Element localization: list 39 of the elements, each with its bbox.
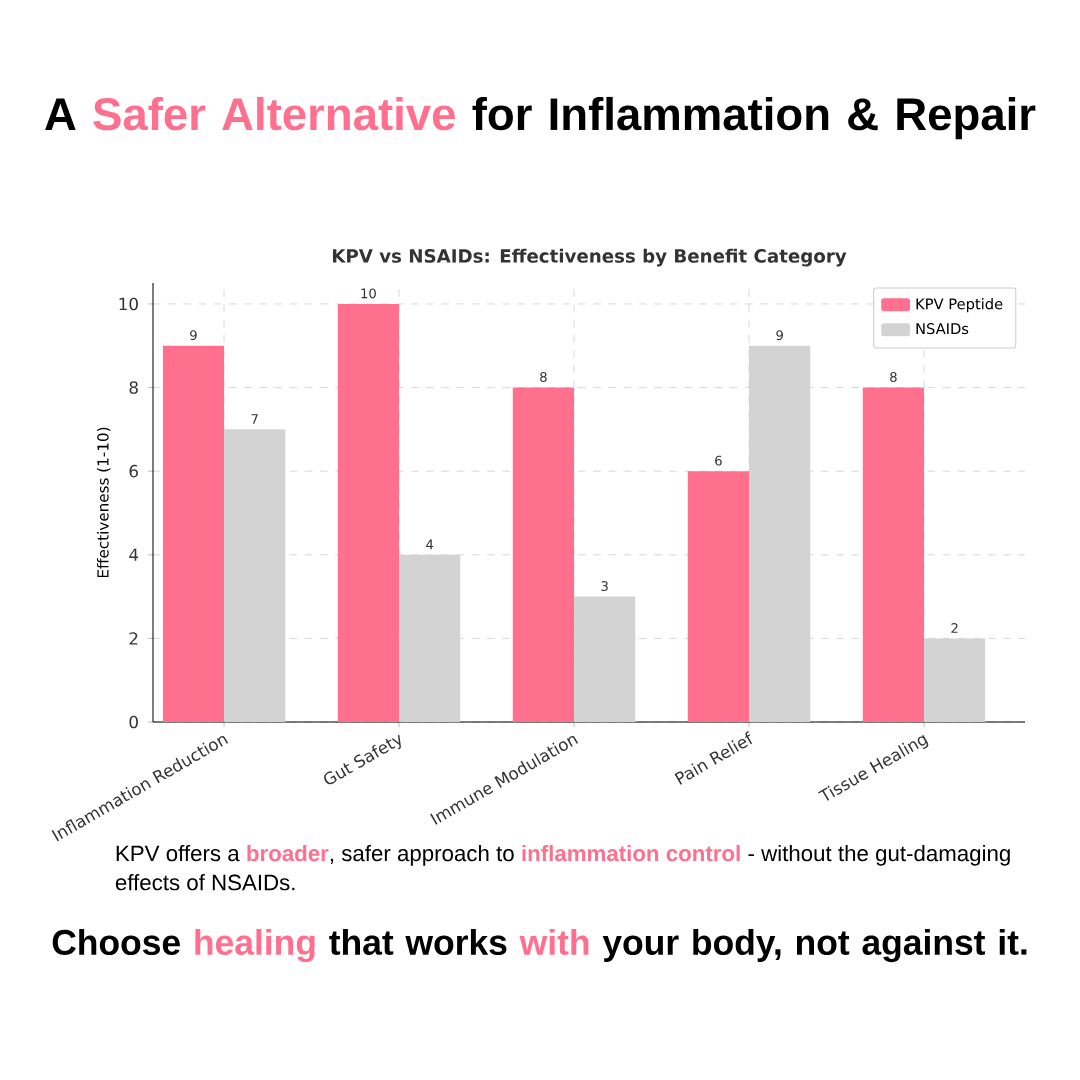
bar — [687, 471, 750, 723]
bar — [512, 387, 575, 723]
text: that works — [329, 928, 507, 955]
y-axis-title: Effectiveness (1-10) — [96, 427, 111, 578]
data-label: 3 — [601, 581, 608, 592]
bar — [162, 345, 225, 723]
y-tick-label: 6 — [129, 464, 138, 478]
data-label: 9 — [776, 330, 783, 341]
data-label: 4 — [426, 539, 434, 550]
data-label: 7 — [251, 414, 258, 424]
data-label: 8 — [890, 372, 897, 382]
text: KPV offers a — [116, 844, 240, 862]
text: inflammation control — [522, 844, 740, 862]
data-label: 9 — [190, 330, 197, 341]
data-label: 10 — [361, 288, 376, 299]
text: Choose — [52, 928, 180, 955]
y-tick-label: 8 — [129, 381, 138, 394]
text: broader — [247, 844, 329, 862]
legend-label: NSAIDs — [916, 323, 969, 335]
text: healing — [195, 928, 315, 963]
bar — [862, 387, 925, 723]
text: - without the gut-damaging — [748, 844, 1010, 866]
text: , safer approach to — [330, 844, 514, 866]
text: A — [45, 98, 76, 130]
data-label: 2 — [951, 623, 958, 633]
y-tick-label: 4 — [129, 548, 139, 561]
y-tick-label: 10 — [119, 297, 138, 311]
chart-title: KPV vs NSAIDs: Effectiveness by Benefit Category — [332, 248, 847, 267]
legend-label: KPV Peptide — [916, 298, 1003, 313]
data-label: 8 — [540, 372, 547, 382]
text: effects of NSAIDs. — [115, 874, 295, 891]
y-tick-label: 2 — [129, 632, 138, 645]
y-tick-label: 0 — [129, 715, 138, 729]
bar — [337, 303, 400, 723]
text: for Inflammation & Repair — [472, 96, 1036, 140]
text: your body, not against it. — [602, 928, 1027, 963]
text: Safer Alternative — [93, 96, 455, 131]
text: with — [519, 928, 589, 955]
data-label: 6 — [715, 455, 722, 466]
